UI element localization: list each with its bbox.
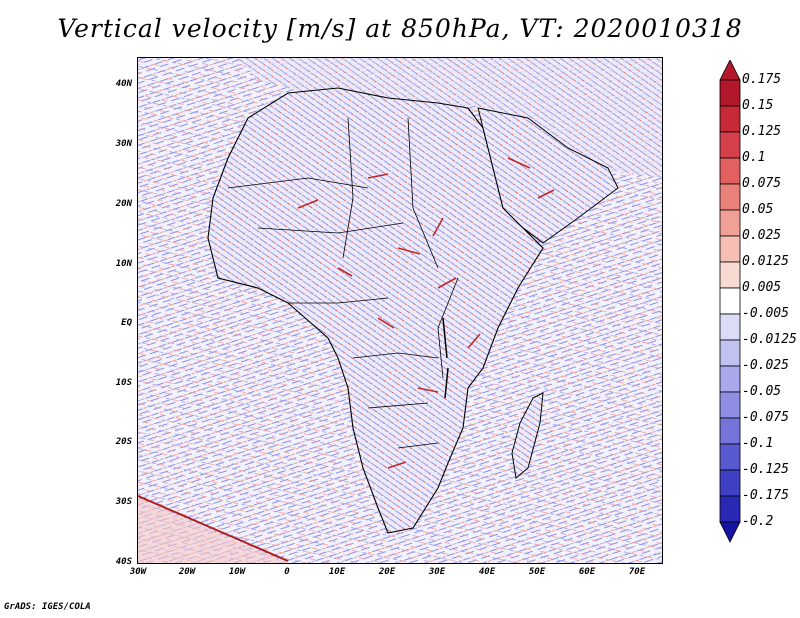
lat-tick-40s: 40S [115, 557, 132, 567]
colorbar-label: -0.075 [742, 410, 789, 425]
madagascar [511, 392, 544, 479]
colorbar-segment [719, 287, 741, 315]
lon-tick-30e: 30E [428, 567, 446, 577]
colorbar-label: -0.05 [742, 384, 782, 399]
colorbar-segment [719, 365, 741, 393]
lon-tick-60e: 60E [578, 567, 596, 577]
colorbar-label: 0.125 [742, 124, 782, 139]
country-borders [227, 117, 459, 449]
colorbar-segment [719, 313, 741, 341]
colorbar-segment [719, 209, 741, 237]
colorbar-segment [719, 235, 741, 263]
lon-tick-30w: 30W [129, 567, 147, 577]
colorbar-segment [719, 339, 741, 367]
updraft-streaks [297, 157, 555, 469]
colorbar-segment [719, 469, 741, 497]
lon-tick-20e: 20E [378, 567, 396, 577]
colorbar-label: -0.1 [742, 436, 774, 451]
colorbar-segment [719, 79, 741, 107]
africa-landmass [207, 87, 544, 534]
rift-lakes [442, 317, 449, 399]
colorbar-segment [719, 157, 741, 185]
colorbar-segment [719, 495, 741, 523]
colorbar-segment [719, 391, 741, 419]
lon-tick-40e: 40E [478, 567, 496, 577]
colorbar-max-arrow [719, 60, 741, 81]
colorbar-label: -0.175 [742, 488, 789, 503]
colorbar-label: 0.1 [742, 150, 766, 165]
lon-tick-0: 0 [284, 567, 290, 577]
lon-tick-20w: 20W [178, 567, 196, 577]
velocity-field-map [138, 58, 662, 563]
colorbar-segment [719, 261, 741, 289]
colorbar-segment [719, 183, 741, 211]
colorbar-label: 0.025 [742, 228, 782, 243]
lat-tick-10s: 10S [115, 378, 132, 388]
lat-tick-20s: 20S [115, 437, 132, 447]
colorbar-label: 0.005 [742, 280, 782, 295]
southern-band [138, 498, 288, 563]
colorbar-segment [719, 417, 741, 445]
colorbar-label: -0.2 [742, 514, 774, 529]
arabia-landmass [477, 107, 619, 244]
colorbar-label: 0.075 [742, 176, 782, 191]
lat-tick-30s: 30S [115, 497, 132, 507]
colorbar-label: 0.175 [742, 72, 782, 87]
colorbar-label: -0.0125 [742, 332, 797, 347]
lon-tick-10w: 10W [228, 567, 246, 577]
lat-tick-eq: EQ [121, 318, 132, 328]
lon-tick-10e: 10E [328, 567, 346, 577]
europe-landmass [238, 58, 662, 178]
colorbar-label: 0.15 [742, 98, 774, 113]
colorbar-segment [719, 105, 741, 133]
lon-tick-50e: 50E [528, 567, 546, 577]
colorbar [719, 60, 741, 543]
colorbar-segment [719, 443, 741, 471]
colorbar-label: -0.025 [742, 358, 789, 373]
colorbar-segment [719, 131, 741, 159]
colorbar-label: -0.005 [742, 306, 789, 321]
lat-tick-30n: 30N [115, 139, 132, 149]
map-panel [137, 57, 663, 564]
colorbar-label: 0.0125 [742, 254, 789, 269]
colorbar-label: -0.125 [742, 462, 789, 477]
chart-title: Vertical velocity [m/s] at 850hPa, VT: 2… [57, 14, 743, 43]
front-line [138, 495, 289, 562]
lat-tick-20n: 20N [115, 199, 132, 209]
colorbar-label: 0.05 [742, 202, 774, 217]
colorbar-min-arrow [719, 521, 741, 543]
lon-tick-70e: 70E [628, 567, 646, 577]
lat-tick-40n: 40N [115, 79, 132, 89]
footer-credit: GrADS: IGES/COLA [4, 602, 91, 612]
lat-tick-10n: 10N [115, 259, 132, 269]
